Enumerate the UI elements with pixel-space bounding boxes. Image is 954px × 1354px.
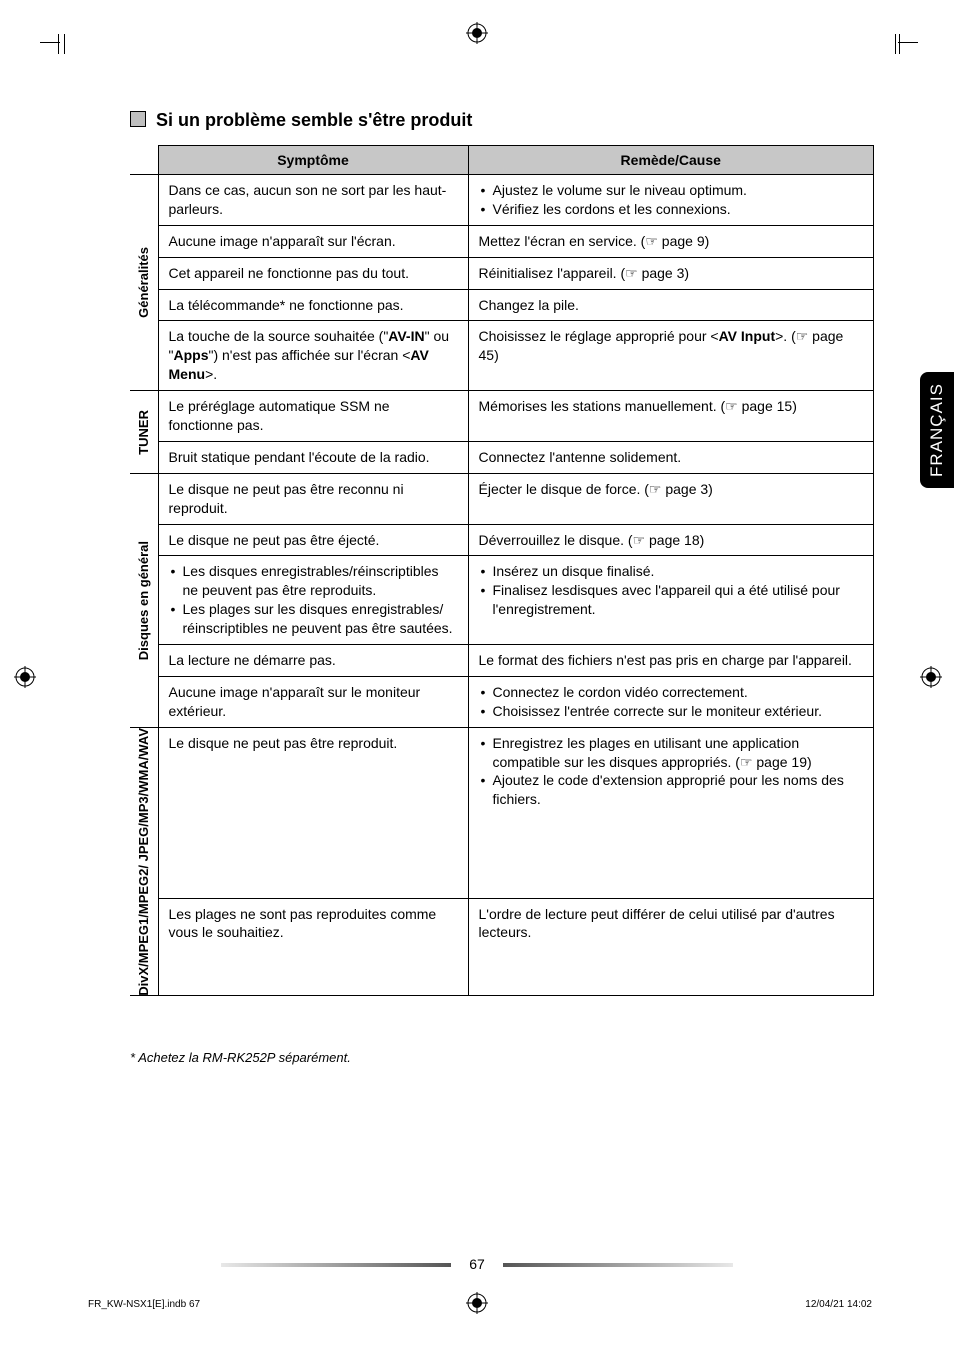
- remedy-cell: Le format des fichiers n'est pas pris en…: [468, 645, 874, 677]
- symptom-cell: Cet appareil ne fonctionne pas du tout.: [158, 257, 468, 289]
- section-heading: Si un problème semble s'être produit: [130, 110, 874, 131]
- symptom-cell: Les disques enregistrables/réinscriptibl…: [158, 556, 468, 645]
- remedy-cell: Mettez l'écran en service. (☞ page 9): [468, 225, 874, 257]
- footer-left: FR_KW-NSX1[E].indb 67: [88, 1299, 200, 1310]
- row-group-label: Généralités: [130, 175, 158, 391]
- remedy-cell: L'ordre de lecture peut différer de celu…: [468, 898, 874, 996]
- row-group-label: TUNER: [130, 391, 158, 474]
- section-heading-text: Si un problème semble s'être produit: [156, 110, 472, 130]
- symptom-cell: Le disque ne peut pas être reproduit.: [158, 727, 468, 898]
- row-group-label: Disques en général: [130, 473, 158, 727]
- remedy-cell: Insérez un disque finalisé.Finalisez les…: [468, 556, 874, 645]
- symptom-cell: La touche de la source souhaitée ("AV-IN…: [158, 321, 468, 391]
- remedy-cell: Réinitialisez l'appareil. (☞ page 3): [468, 257, 874, 289]
- remedy-cell: Ajustez le volume sur le niveau optimum.…: [468, 175, 874, 226]
- symptom-cell: Aucune image n'apparaît sur l'écran.: [158, 225, 468, 257]
- remedy-cell: Mémorises les stations manuellement. (☞ …: [468, 391, 874, 442]
- symptom-cell: La télécommande* ne fonctionne pas.: [158, 289, 468, 321]
- symptom-cell: Bruit statique pendant l'écoute de la ra…: [158, 441, 468, 473]
- col-header-symptom: Symptôme: [158, 146, 468, 175]
- section-bullet-icon: [130, 111, 146, 127]
- symptom-cell: Aucune image n'apparaît sur le moniteur …: [158, 676, 468, 727]
- row-group-label: DivX/MPEG1/MPEG2/ JPEG/MP3/WMA/WAV: [130, 727, 158, 996]
- symptom-cell: Le préréglage automatique SSM ne fonctio…: [158, 391, 468, 442]
- remedy-cell: Déverrouillez le disque. (☞ page 18): [468, 524, 874, 556]
- symptom-cell: La lecture ne démarre pas.: [158, 645, 468, 677]
- symptom-cell: Le disque ne peut pas être éjecté.: [158, 524, 468, 556]
- symptom-cell: Le disque ne peut pas être reconnu ni re…: [158, 473, 468, 524]
- footnote: * Achetez la RM-RK252P séparément.: [130, 1050, 874, 1065]
- remedy-cell: Connectez le cordon vidéo correctement.C…: [468, 676, 874, 727]
- remedy-cell: Enregistrez les plages en utilisant une …: [468, 727, 874, 898]
- remedy-cell: Connectez l'antenne solidement.: [468, 441, 874, 473]
- remedy-cell: Changez la pile.: [468, 289, 874, 321]
- troubleshooting-table: Symptôme Remède/Cause GénéralitésDans ce…: [130, 145, 874, 996]
- symptom-cell: Les plages ne sont pas reproduites comme…: [158, 898, 468, 996]
- footer-right: 12/04/21 14:02: [805, 1299, 872, 1310]
- col-header-remedy: Remède/Cause: [468, 146, 874, 175]
- remedy-cell: Choisissez le réglage approprié pour <AV…: [468, 321, 874, 391]
- symptom-cell: Dans ce cas, aucun son ne sort par les h…: [158, 175, 468, 226]
- remedy-cell: Éjecter le disque de force. (☞ page 3): [468, 473, 874, 524]
- page-number: 67: [469, 1256, 485, 1272]
- page-number-bar: 67: [0, 1256, 954, 1272]
- registration-mark-bottom: [466, 1292, 488, 1314]
